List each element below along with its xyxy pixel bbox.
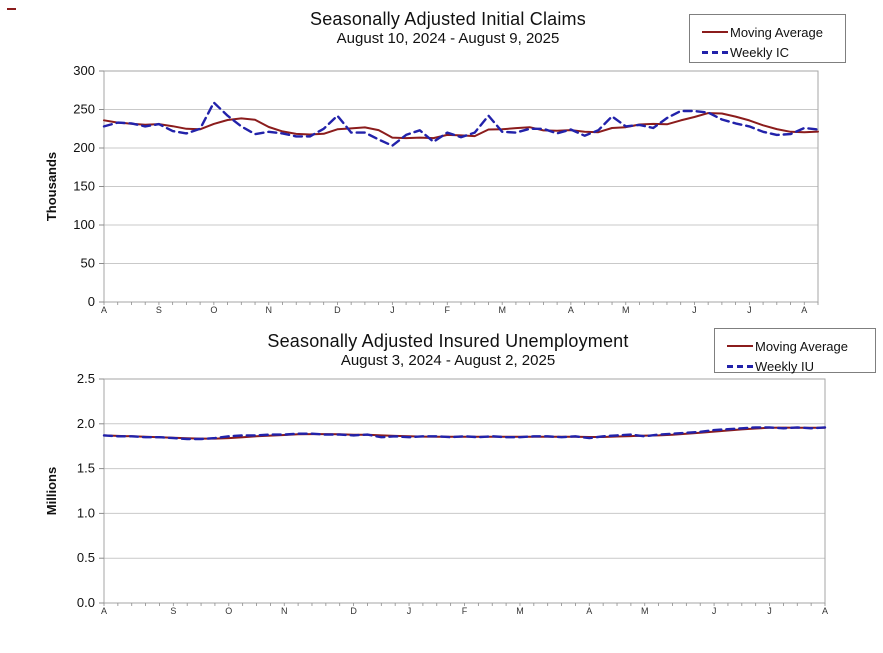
y-tick-label: 2.5 [77, 371, 95, 386]
x-month-label: J [747, 305, 752, 315]
moving-average-line-icon [702, 31, 728, 33]
legend-item-weekly-ic: Weekly IC [702, 42, 845, 62]
chart2-title: Seasonally Adjusted Insured Unemployment [267, 331, 629, 351]
y-tick-label: 0 [88, 294, 95, 309]
x-month-label: M [516, 606, 524, 616]
y-tick-label: 250 [73, 102, 95, 117]
y-tick-label: 50 [81, 256, 95, 271]
y-tick-label: 2.0 [77, 416, 95, 431]
stray-red-dash [7, 8, 16, 10]
x-month-label: J [407, 606, 412, 616]
weekly-iu-line-icon [727, 364, 753, 368]
x-month-label: J [767, 606, 772, 616]
legend-item-weekly-iu: Weekly IU [727, 356, 875, 376]
legend-label: Weekly IU [755, 358, 814, 374]
legend-item-moving-average: Moving Average [727, 336, 875, 356]
x-month-label: J [692, 305, 697, 315]
x-month-label: N [266, 305, 273, 315]
weekly-ic-line-icon [702, 50, 728, 54]
y-tick-label: 0.0 [77, 595, 95, 610]
x-month-label: A [568, 305, 574, 315]
weekly-ic-line [102, 101, 820, 147]
x-month-label: J [390, 305, 395, 315]
x-month-label: A [586, 606, 592, 616]
x-month-label: A [801, 305, 807, 315]
moving-average-line-icon [727, 345, 753, 347]
x-month-label: O [210, 305, 217, 315]
chart2-legend: Moving Average Weekly IU [714, 328, 876, 376]
x-month-label: M [641, 606, 649, 616]
legend-label: Moving Average [755, 338, 848, 354]
y-axis-label: Thousands [44, 152, 59, 221]
x-month-label: O [225, 606, 232, 616]
y-tick-label: 0.5 [77, 550, 95, 565]
chart-plot-1: 300 250 200 150 100 50 0 Thousands A S O N D J F M A M J J A [44, 63, 820, 315]
chart1-title: Seasonally Adjusted Initial Claims [310, 9, 586, 29]
x-month-label: F [445, 305, 451, 315]
plot-border [103, 378, 826, 604]
x-month-label: D [334, 305, 341, 315]
x-month-label: M [622, 305, 630, 315]
legend-label: Weekly IC [730, 44, 789, 60]
x-month-label: N [281, 606, 288, 616]
x-month-label: J [712, 606, 717, 616]
legend-label: Moving Average [730, 24, 823, 40]
chart2-subtitle: August 3, 2024 - August 2, 2025 [340, 352, 556, 369]
x-month-label: S [170, 606, 176, 616]
x-month-label: A [101, 305, 107, 315]
y-tick-label: 150 [73, 179, 95, 194]
x-month-label: S [156, 305, 162, 315]
y-tick-label: 200 [73, 140, 95, 155]
x-month-label: A [101, 606, 107, 616]
moving-average-line [103, 112, 819, 140]
chart1-subtitle: August 10, 2024 - August 9, 2025 [336, 30, 560, 47]
chart-plot-2: 2.5 2.0 1.5 1.0 0.5 0.0 Millions A S O N D J F M A M J J A [44, 371, 828, 616]
y-tick-label: 1.0 [77, 505, 95, 520]
chart1-legend: Moving Average Weekly IC [689, 14, 846, 63]
x-month-label: F [462, 606, 468, 616]
y-tick-label: 300 [73, 63, 95, 78]
weekly-iu-line [102, 426, 827, 441]
x-month-label: D [350, 606, 357, 616]
x-month-label: M [498, 305, 506, 315]
x-month-label: A [822, 606, 828, 616]
y-axis-label: Millions [44, 467, 59, 515]
legend-item-moving-average: Moving Average [702, 22, 845, 42]
y-tick-label: 100 [73, 217, 95, 232]
y-tick-label: 1.5 [77, 461, 95, 476]
